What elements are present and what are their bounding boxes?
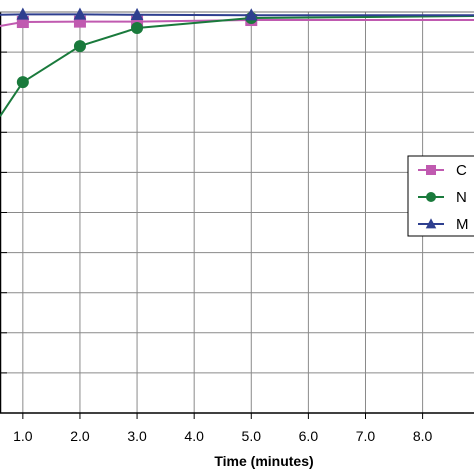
chart-axes	[0, 11, 474, 419]
x-tick-label: 7.0	[356, 428, 376, 444]
legend-marker-C	[426, 165, 436, 175]
x-tick-label: 3.0	[127, 428, 147, 444]
series-N	[0, 12, 474, 117]
legend-label-N: N	[456, 189, 467, 206]
legend-label-M: M	[456, 216, 469, 233]
x-axis-title: Time (minutes)	[214, 453, 313, 469]
legend-marker-N	[426, 192, 436, 202]
x-tick-label: 5.0	[242, 428, 262, 444]
chart-grid	[0, 11, 474, 414]
legend-marker-M	[425, 218, 437, 229]
data-point-M	[244, 8, 258, 21]
chart-legend: CNM	[407, 155, 474, 237]
series-line-N	[0, 15, 474, 117]
data-point-M	[16, 7, 30, 20]
chart-series	[0, 7, 474, 117]
series-M	[0, 7, 474, 21]
x-tick-labels: 1.0 2.0 3.0 4.0 5.0 6.0 7.0 8.0	[13, 428, 432, 444]
series-line-M	[0, 13, 474, 17]
data-point-M	[130, 7, 144, 20]
series-line-C	[0, 19, 474, 28]
data-point-N	[16, 76, 29, 89]
data-point-N	[73, 40, 86, 53]
x-tick-label: 2.0	[70, 428, 90, 444]
data-point-M	[73, 7, 87, 20]
x-tick-label: 1.0	[13, 428, 33, 444]
x-tick-label: 8.0	[413, 428, 433, 444]
data-point-N	[131, 22, 144, 35]
x-tick-label: 6.0	[299, 428, 319, 444]
x-tick-label: 4.0	[184, 428, 204, 444]
legend-label-C: C	[456, 162, 467, 179]
